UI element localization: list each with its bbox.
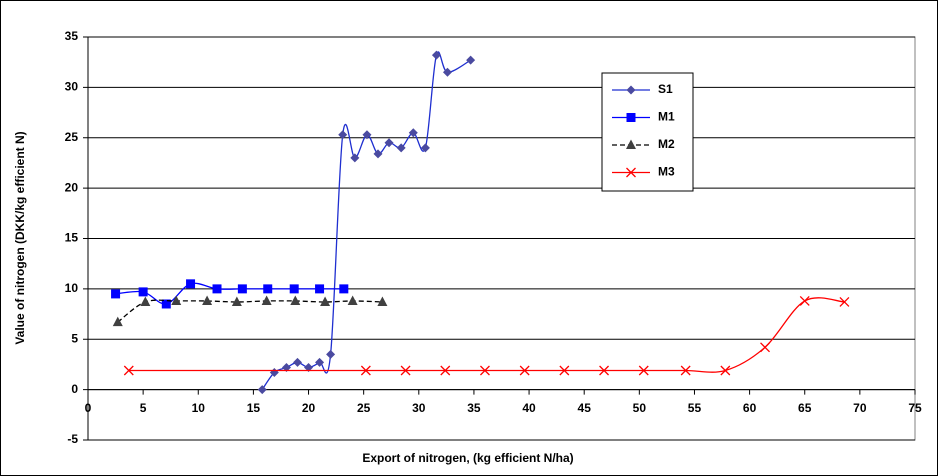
series-line [115, 282, 344, 305]
legend-label: S1 [658, 82, 673, 96]
marker [293, 357, 303, 367]
marker [362, 130, 372, 140]
x-tick-label: 25 [357, 401, 371, 415]
marker [261, 295, 272, 305]
marker [559, 365, 570, 376]
marker [408, 128, 418, 138]
series-line [117, 299, 383, 323]
marker [466, 55, 476, 65]
x-tick-label: 35 [467, 401, 481, 415]
marker [338, 130, 348, 140]
y-tick-label: 20 [65, 180, 79, 194]
marker [440, 365, 451, 376]
marker [281, 362, 291, 372]
marker [799, 296, 810, 306]
x-tick-label: 5 [140, 401, 147, 415]
marker [289, 284, 299, 294]
marker [638, 365, 649, 376]
marker [420, 143, 430, 153]
y-tick-label: -5 [67, 432, 78, 446]
marker [304, 362, 314, 372]
legend-label: M1 [658, 110, 675, 124]
legend-marker [626, 113, 636, 122]
x-tick-label: 55 [688, 401, 702, 415]
marker [202, 295, 213, 305]
marker [237, 284, 247, 294]
y-tick-label: 10 [65, 281, 79, 295]
x-tick-label: 75 [908, 401, 922, 415]
x-tick-label: 60 [743, 401, 757, 415]
legend-label: M3 [658, 165, 675, 179]
marker [400, 365, 411, 376]
y-tick-label: 15 [65, 231, 79, 245]
marker [339, 284, 349, 294]
x-tick-label: 70 [853, 401, 867, 415]
x-tick-label: 15 [247, 401, 261, 415]
marker [480, 365, 490, 376]
marker [111, 289, 121, 299]
marker [123, 365, 134, 376]
x-tick-label: 40 [522, 401, 536, 415]
legend-label: M2 [658, 137, 675, 151]
marker [347, 295, 358, 305]
x-tick-label: 30 [412, 401, 426, 415]
marker [760, 342, 770, 353]
y-tick-label: 25 [65, 130, 79, 144]
marker [396, 143, 406, 153]
x-tick-label: 0 [85, 401, 92, 415]
marker [720, 365, 731, 376]
legend-marker [626, 85, 636, 95]
y-axis-title: Value of nitrogen (DKK/kg efficient N) [13, 131, 27, 344]
marker [140, 296, 151, 306]
y-tick-label: 5 [71, 331, 78, 345]
x-tick-label: 45 [578, 401, 592, 415]
marker [290, 295, 301, 305]
x-tick-label: 20 [302, 401, 316, 415]
x-tick-label: 65 [798, 401, 812, 415]
marker [112, 316, 123, 327]
marker [315, 357, 325, 367]
marker [377, 296, 388, 306]
x-tick-label: 10 [192, 401, 206, 415]
marker [680, 365, 691, 376]
marker [320, 296, 331, 306]
marker [384, 138, 394, 148]
marker [360, 365, 371, 376]
marker [212, 284, 222, 294]
marker [519, 365, 530, 376]
marker [326, 349, 336, 359]
marker [373, 149, 383, 159]
marker [231, 296, 242, 306]
marker [263, 284, 273, 294]
y-tick-label: 30 [65, 80, 79, 94]
marker [186, 279, 196, 289]
marker [442, 67, 452, 77]
y-tick-label: 35 [65, 29, 79, 43]
marker [315, 284, 325, 294]
x-axis-title: Export of nitrogen, (kg efficient N/ha) [362, 451, 573, 465]
legend-box [601, 72, 694, 192]
marker [431, 50, 441, 60]
marker [599, 365, 610, 376]
legend-marker [626, 139, 636, 149]
marker [138, 287, 148, 297]
y-tick-label: 0 [71, 382, 78, 396]
x-tick-label: 50 [633, 401, 647, 415]
marker [350, 153, 360, 163]
legend-marker [626, 167, 636, 178]
marker [839, 297, 850, 307]
marker [161, 299, 171, 309]
marker [257, 385, 267, 395]
marker [171, 295, 182, 305]
